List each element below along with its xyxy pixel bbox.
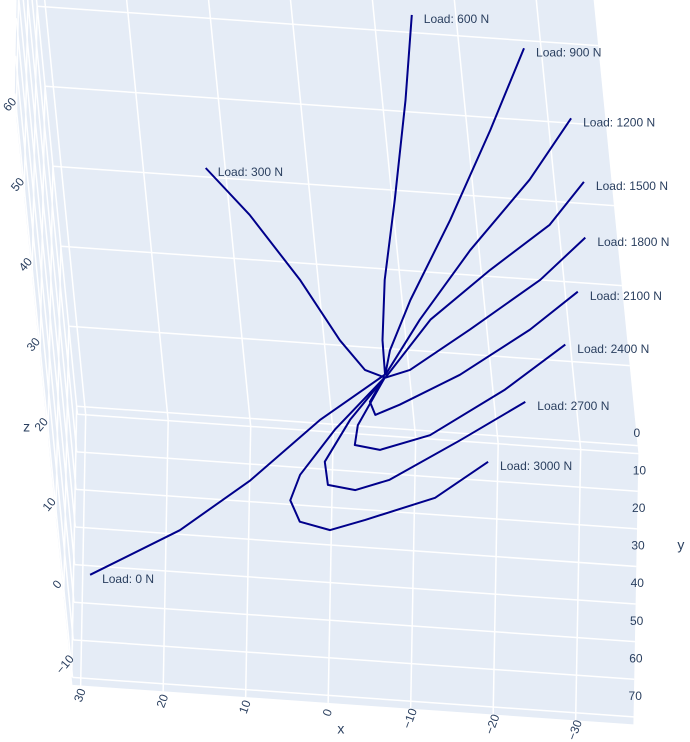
x-grid-line (207, 0, 252, 427)
series-line (384, 117, 572, 376)
series-label: Load: 600 N (424, 12, 489, 26)
z-grid-line (39, 86, 46, 357)
z-grid-line (44, 85, 607, 127)
series-label: Load: 0 N (102, 572, 154, 586)
z-grid-line (31, 6, 38, 277)
y-tick-label: 20 (632, 501, 646, 515)
x-grid-line (125, 0, 169, 421)
series-line (384, 236, 586, 379)
x-tick-label: 30 (71, 686, 89, 704)
y-tick-label: 60 (629, 651, 643, 665)
z-grid-line (15, 0, 20, 117)
series-label: Load: 300 N (218, 165, 283, 179)
z-axis-title: z (23, 419, 30, 435)
x-tick-label: 10 (236, 698, 254, 716)
series-label: Load: 900 N (536, 45, 601, 59)
x-tick-label: 20 (154, 692, 172, 710)
z-grid-line (23, 0, 29, 197)
x-tick-label: −20 (482, 712, 502, 736)
z-grid-line (60, 245, 622, 287)
y-tick-label: 70 (629, 689, 643, 703)
y-tick-label: 10 (633, 463, 647, 477)
z-grid-line (37, 5, 599, 47)
series-label: Load: 1200 N (583, 115, 655, 129)
y-grid-line (35, 0, 79, 415)
y-grid-line (74, 563, 636, 605)
y-grid-line (73, 601, 635, 643)
z-grid-line (68, 325, 630, 367)
y-grid-line (76, 451, 638, 493)
y-tick-label: 50 (630, 614, 644, 628)
series-label: Load: 2700 N (537, 399, 609, 413)
y-tick-label: 30 (631, 539, 645, 553)
y-axis-title: y (677, 537, 684, 553)
y-grid-line (77, 413, 639, 455)
z-grid-line (70, 406, 78, 677)
y-tick-label: 0 (633, 426, 640, 440)
series-line (289, 376, 489, 532)
series-label: Load: 2400 N (577, 342, 649, 356)
x-grid-line (453, 0, 499, 444)
series-label: Load: 2100 N (590, 289, 662, 303)
y-grid-line (75, 526, 637, 568)
x-axis-title: x (337, 720, 344, 736)
series-label: Load: 1800 N (597, 235, 669, 249)
y-grid-line (75, 488, 638, 530)
series-line (384, 47, 525, 376)
x-grid-line (535, 0, 582, 450)
y-grid-line (73, 639, 635, 681)
series-line (353, 343, 566, 451)
x-tick-label: −30 (565, 718, 585, 742)
x-grid-line (43, 0, 87, 415)
z-grid-line (47, 166, 54, 437)
series-line (381, 14, 413, 376)
z-grid-line (52, 165, 615, 207)
z-grid-line (62, 326, 70, 597)
z-grid-line (55, 246, 62, 517)
series-line (204, 167, 386, 379)
series-line (323, 376, 526, 492)
x-tick-label: −10 (400, 706, 420, 730)
series-line (384, 181, 585, 379)
y-grid-line (72, 676, 634, 718)
y-grid-line (31, 0, 78, 452)
x-grid-line (289, 0, 334, 433)
series-line (368, 290, 579, 416)
y-tick-label: 40 (631, 576, 645, 590)
series-label: Load: 1500 N (596, 179, 668, 193)
side-wall (14, 0, 78, 685)
x-tick-label: 0 (320, 707, 336, 718)
series-line (89, 373, 386, 576)
series-label: Load: 3000 N (500, 459, 572, 473)
